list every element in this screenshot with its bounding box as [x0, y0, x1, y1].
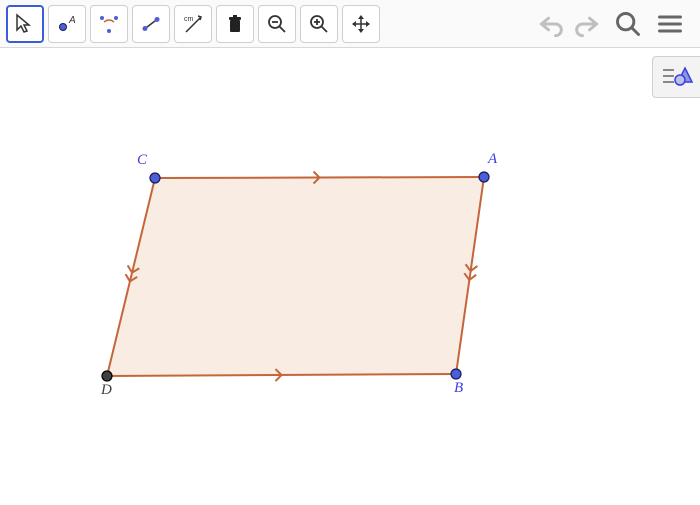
point-tool[interactable]: A — [48, 5, 86, 43]
move-tool[interactable] — [6, 5, 44, 43]
redo-icon[interactable] — [572, 10, 600, 38]
vertex-C[interactable] — [150, 173, 160, 183]
line-tool[interactable] — [132, 5, 170, 43]
pan-tool[interactable] — [342, 5, 380, 43]
parallelogram-fill — [107, 177, 484, 376]
vertex-A[interactable] — [479, 172, 489, 182]
vertex-B[interactable] — [451, 369, 461, 379]
zoom-in-tool[interactable] — [300, 5, 338, 43]
vertex-label-B: B — [454, 380, 463, 396]
svg-text:cm: cm — [184, 16, 194, 23]
vertex-D[interactable] — [102, 371, 112, 381]
right-controls — [538, 10, 694, 38]
vertex-label-D: D — [100, 382, 112, 398]
toolbar: A cm — [0, 0, 700, 48]
geometry-canvas[interactable]: A C D B — [0, 48, 700, 500]
vertex-label-C: C — [137, 152, 148, 168]
menu-icon[interactable] — [656, 10, 684, 38]
search-icon[interactable] — [614, 10, 642, 38]
tool-group: A cm — [6, 5, 380, 43]
vertex-label-A: A — [487, 151, 498, 167]
angle-tool[interactable] — [90, 5, 128, 43]
zoom-out-tool[interactable] — [258, 5, 296, 43]
svg-text:A: A — [68, 15, 76, 26]
delete-tool[interactable] — [216, 5, 254, 43]
undo-icon[interactable] — [538, 10, 566, 38]
measure-tool[interactable]: cm — [174, 5, 212, 43]
